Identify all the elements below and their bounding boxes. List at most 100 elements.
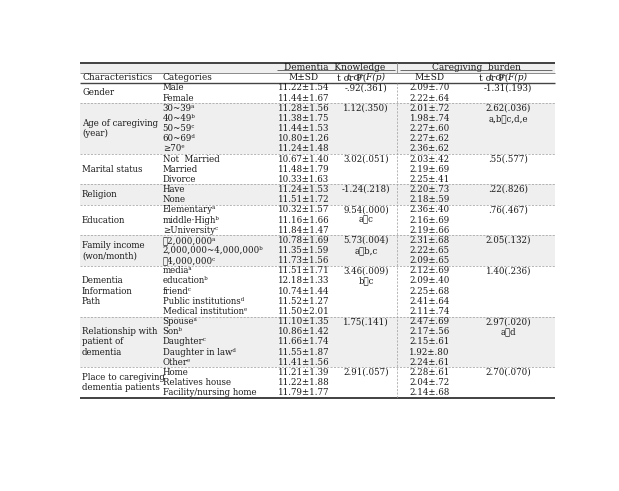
- Text: 11.79±1.77: 11.79±1.77: [278, 388, 329, 397]
- Text: 2.97(.020): 2.97(.020): [485, 317, 531, 326]
- Text: 2.91(.057): 2.91(.057): [344, 368, 389, 377]
- Text: 11.24±1.53: 11.24±1.53: [278, 185, 329, 194]
- Text: 2.47±.69: 2.47±.69: [410, 317, 449, 326]
- Text: t or F(p): t or F(p): [347, 73, 385, 82]
- Text: 11.73±1.56: 11.73±1.56: [278, 256, 329, 265]
- Text: 10.67±1.40: 10.67±1.40: [278, 155, 329, 164]
- Text: 1.12(.350): 1.12(.350): [344, 104, 389, 113]
- Text: 2.09±.65: 2.09±.65: [410, 256, 450, 265]
- Text: Relatives house: Relatives house: [163, 378, 231, 387]
- Text: 2.19±.69: 2.19±.69: [410, 164, 450, 174]
- Text: Dementia
Information
Path: Dementia Information Path: [82, 276, 132, 306]
- Text: 60~69ᵈ: 60~69ᵈ: [163, 134, 196, 143]
- Text: ≥Universityᶜ: ≥Universityᶜ: [163, 226, 218, 235]
- Text: 2.22±.65: 2.22±.65: [410, 246, 449, 255]
- Text: 11.51±1.71: 11.51±1.71: [278, 266, 329, 275]
- Text: 2.04±.72: 2.04±.72: [410, 378, 450, 387]
- Text: 11.84±1.47: 11.84±1.47: [278, 226, 329, 235]
- Text: 1.40(.236): 1.40(.236): [485, 266, 531, 275]
- Text: 11.24±1.48: 11.24±1.48: [278, 144, 329, 153]
- Text: Education: Education: [82, 216, 126, 224]
- Text: Have: Have: [163, 185, 185, 194]
- Text: t or F(: t or F(: [479, 73, 508, 82]
- Text: a〉d: a〉d: [501, 327, 516, 336]
- Text: 40~49ᵇ: 40~49ᵇ: [163, 114, 196, 123]
- Text: 1.98±.74: 1.98±.74: [409, 114, 450, 123]
- Text: 10.32±1.57: 10.32±1.57: [278, 205, 329, 215]
- Text: 11.16±1.66: 11.16±1.66: [278, 216, 329, 224]
- Text: 2.01±.72: 2.01±.72: [409, 104, 450, 113]
- Text: 2.16±.69: 2.16±.69: [410, 216, 450, 224]
- Text: 5.73(.004): 5.73(.004): [344, 236, 389, 245]
- Text: 50~59ᶜ: 50~59ᶜ: [163, 124, 195, 133]
- Text: 11.55±1.87: 11.55±1.87: [278, 348, 329, 356]
- Text: M±SD: M±SD: [415, 73, 444, 82]
- Bar: [80, 185, 555, 205]
- Text: 2.27±.62: 2.27±.62: [410, 134, 449, 143]
- Text: 10.78±1.69: 10.78±1.69: [278, 236, 329, 245]
- Text: Public institutionsᵈ: Public institutionsᵈ: [163, 297, 244, 306]
- Text: 2.25±.68: 2.25±.68: [410, 287, 450, 296]
- Text: 2.19±.66: 2.19±.66: [410, 226, 450, 235]
- Text: 30~39ᵃ: 30~39ᵃ: [163, 104, 195, 113]
- Bar: [80, 235, 555, 266]
- Text: Religion: Religion: [82, 190, 118, 199]
- Bar: [80, 63, 555, 73]
- Text: 11.44±1.53: 11.44±1.53: [278, 124, 329, 133]
- Text: 2.36±.62: 2.36±.62: [410, 144, 449, 153]
- Text: 10.80±1.26: 10.80±1.26: [278, 134, 329, 143]
- Text: 2.05(.132): 2.05(.132): [485, 236, 531, 245]
- Bar: [80, 317, 555, 367]
- Text: .22(.826): .22(.826): [488, 185, 528, 194]
- Text: Family income
(won/month): Family income (won/month): [82, 241, 145, 260]
- Text: 3.02(.051): 3.02(.051): [344, 155, 389, 164]
- Text: Sonᵇ: Sonᵇ: [163, 327, 183, 336]
- Text: Caregiving  burden: Caregiving burden: [431, 63, 521, 72]
- Text: None: None: [163, 195, 186, 204]
- Text: Age of caregiving
(year): Age of caregiving (year): [82, 119, 158, 138]
- Text: M±SD: M±SD: [288, 73, 319, 82]
- Text: 2.17±.56: 2.17±.56: [410, 327, 450, 336]
- Text: 11.38±1.75: 11.38±1.75: [278, 114, 329, 123]
- Text: .55(.577): .55(.577): [488, 155, 528, 164]
- Text: Facility/nursing home: Facility/nursing home: [163, 388, 256, 397]
- Text: t or F(p): t or F(p): [489, 73, 527, 82]
- Text: 2.03±.42: 2.03±.42: [410, 155, 449, 164]
- Text: 2.41±.64: 2.41±.64: [410, 297, 450, 306]
- Text: -.92(.361): -.92(.361): [345, 83, 387, 92]
- Text: 2.62(.036): 2.62(.036): [485, 104, 531, 113]
- Text: Elementaryᵃ: Elementaryᵃ: [163, 205, 216, 215]
- Text: 2.09±.40: 2.09±.40: [409, 276, 450, 285]
- Text: 2.20±.73: 2.20±.73: [410, 185, 449, 194]
- Text: Categories: Categories: [163, 73, 212, 82]
- Text: 11.41±1.56: 11.41±1.56: [278, 358, 329, 367]
- Text: middle·Highᵇ: middle·Highᵇ: [163, 216, 220, 224]
- Text: 11.48±1.79: 11.48±1.79: [278, 164, 329, 174]
- Text: Married: Married: [163, 164, 198, 174]
- Text: 2.22±.64: 2.22±.64: [410, 94, 449, 103]
- Text: Daughter in lawᵈ: Daughter in lawᵈ: [163, 348, 235, 356]
- Text: Characteristics: Characteristics: [82, 73, 152, 82]
- Text: a,b〈c,d,e: a,b〈c,d,e: [488, 114, 528, 123]
- Text: 11.10±1.35: 11.10±1.35: [278, 317, 329, 326]
- Text: Otherᵉ: Otherᵉ: [163, 358, 191, 367]
- Text: 2,000,000~4,000,000ᵇ: 2,000,000~4,000,000ᵇ: [163, 246, 263, 255]
- Text: 2.11±.74: 2.11±.74: [409, 307, 450, 316]
- Text: Marital status: Marital status: [82, 164, 142, 174]
- Text: 2.09±.70: 2.09±.70: [409, 83, 450, 92]
- Text: Spouseᵃ: Spouseᵃ: [163, 317, 197, 326]
- Text: 2.25±.41: 2.25±.41: [410, 175, 450, 184]
- Text: ≥70ᵉ: ≥70ᵉ: [163, 144, 184, 153]
- Text: .76(.467): .76(.467): [488, 205, 528, 215]
- Text: b〉c: b〉c: [358, 276, 374, 285]
- Text: 2.70(.070): 2.70(.070): [485, 368, 531, 377]
- Text: Not  Married: Not Married: [163, 155, 219, 164]
- Text: friendᶜ: friendᶜ: [163, 287, 191, 296]
- Text: 〨2,000,000ᵃ: 〨2,000,000ᵃ: [163, 236, 216, 245]
- Text: 11.21±1.39: 11.21±1.39: [278, 368, 329, 377]
- Text: 〩4,000,000ᶜ: 〩4,000,000ᶜ: [163, 256, 216, 265]
- Text: Male: Male: [163, 83, 184, 92]
- Text: Female: Female: [163, 94, 194, 103]
- Text: Relationship with
patient of
dementia: Relationship with patient of dementia: [82, 327, 157, 357]
- Text: 2.15±.61: 2.15±.61: [409, 337, 450, 347]
